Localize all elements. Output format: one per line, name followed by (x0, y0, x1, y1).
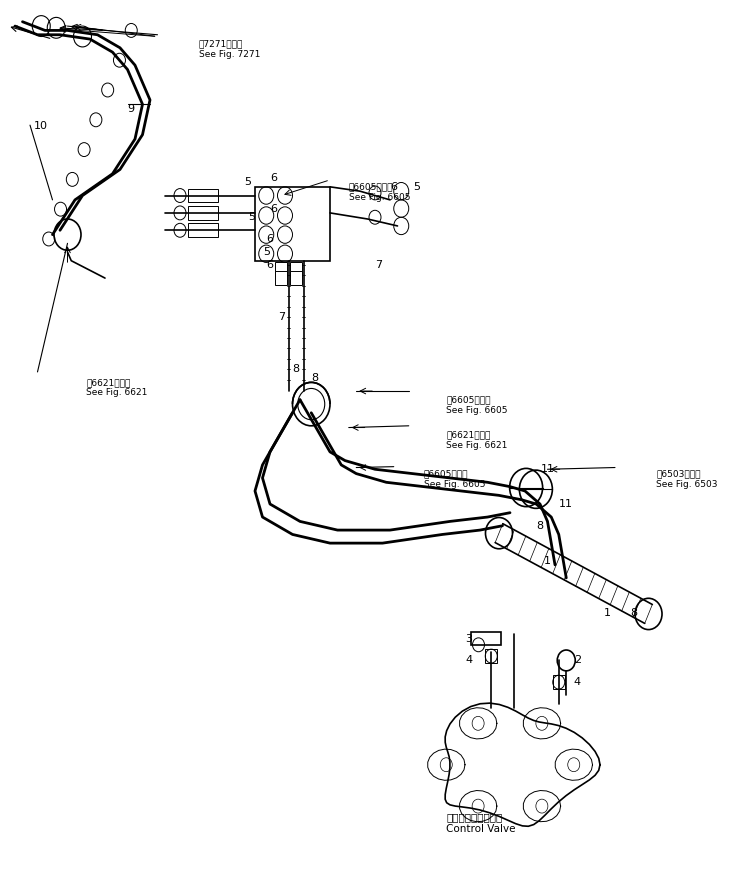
Text: 6: 6 (270, 203, 278, 214)
Text: 6: 6 (266, 260, 274, 270)
Text: 第6621回参照
See Fig. 6621: 第6621回参照 See Fig. 6621 (446, 430, 508, 449)
Text: 8: 8 (292, 364, 300, 375)
Text: 5: 5 (244, 177, 251, 188)
Bar (485, 649, 497, 663)
Text: 11: 11 (560, 499, 573, 509)
Bar (275, 262, 287, 276)
Text: 3: 3 (465, 634, 472, 644)
Text: 1: 1 (604, 607, 611, 618)
Text: 第6605回参照
See Fig. 6605: 第6605回参照 See Fig. 6605 (424, 469, 485, 488)
Bar (471, 632, 501, 645)
Text: 4: 4 (465, 655, 472, 666)
Text: 第6503回参照
See Fig. 6503: 第6503回参照 See Fig. 6503 (656, 469, 718, 488)
Text: 4: 4 (574, 677, 581, 687)
Text: 2: 2 (574, 655, 581, 666)
Text: 6: 6 (266, 234, 274, 244)
Text: 5: 5 (413, 182, 420, 192)
Text: 10: 10 (34, 121, 48, 131)
Bar (188, 223, 218, 237)
Text: 6: 6 (270, 173, 278, 183)
Text: 第6621回参照
See Fig. 6621: 第6621回参照 See Fig. 6621 (86, 378, 148, 397)
FancyBboxPatch shape (255, 187, 330, 261)
Text: 第6605回参照
See Fig. 6605: 第6605回参照 See Fig. 6605 (446, 395, 508, 415)
Text: 8: 8 (630, 607, 638, 618)
Text: 第7271回参照
See Fig. 7271: 第7271回参照 See Fig. 7271 (199, 39, 260, 58)
Text: 5: 5 (248, 212, 255, 222)
Bar (275, 271, 287, 285)
Text: 7: 7 (375, 260, 382, 270)
Text: 6: 6 (390, 182, 398, 192)
Text: 8: 8 (311, 373, 319, 383)
Bar (290, 262, 302, 276)
Text: 5: 5 (262, 247, 270, 257)
Bar (290, 271, 302, 285)
Text: 8: 8 (536, 521, 544, 531)
Text: コントロールバルブ
Control Valve: コントロールバルブ Control Valve (446, 813, 516, 834)
Text: 1: 1 (544, 555, 551, 566)
Bar (188, 189, 218, 202)
Text: 11: 11 (541, 464, 554, 474)
Bar (553, 675, 565, 689)
Bar (188, 206, 218, 220)
Text: 第6605回参照
See Fig. 6605: 第6605回参照 See Fig. 6605 (349, 182, 410, 202)
Text: 7: 7 (278, 312, 285, 322)
Text: 9: 9 (128, 103, 135, 114)
